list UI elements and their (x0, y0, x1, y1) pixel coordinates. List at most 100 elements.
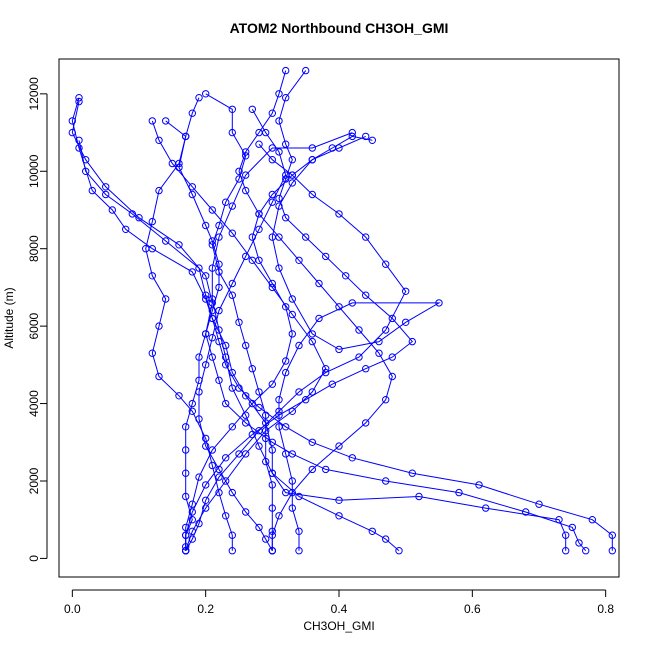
data-point (228, 291, 237, 299)
y-axis-label: Altitude (m) (2, 287, 16, 348)
series-3 (68, 97, 590, 555)
data-point (268, 283, 276, 292)
series-5 (208, 128, 403, 555)
data-point (388, 372, 396, 381)
data-point (255, 128, 263, 137)
data-point (435, 299, 443, 307)
data-point (188, 535, 197, 543)
data-point (82, 167, 90, 176)
data-point (288, 295, 296, 303)
series-line (185, 70, 414, 551)
series-line (271, 135, 441, 551)
series-line (71, 101, 587, 552)
series-7 (268, 132, 443, 555)
data-point (355, 353, 363, 361)
y-tick-label: 4000 (27, 390, 41, 417)
data-point (262, 427, 270, 435)
data-point (215, 260, 223, 268)
data-point (482, 504, 490, 512)
data-point (175, 241, 183, 249)
data-point (215, 233, 223, 241)
data-point (362, 291, 370, 299)
data-point (568, 523, 576, 532)
data-point (215, 283, 223, 292)
data-point (295, 341, 303, 350)
data-point (262, 434, 270, 443)
x-tick-label: 0.4 (331, 602, 348, 616)
series-12 (182, 66, 416, 555)
data-point (295, 492, 303, 501)
data-point (248, 256, 257, 264)
data-point (308, 465, 316, 474)
data-point (562, 547, 570, 555)
data-point (248, 365, 257, 373)
data-point (382, 477, 390, 485)
data-point (382, 535, 390, 543)
series-line (71, 97, 567, 551)
series-9 (182, 132, 376, 551)
y-tick-label: 6000 (27, 312, 41, 339)
x-axis-label: CH3OH_GMI (303, 619, 374, 633)
data-point (308, 190, 316, 199)
data-point (175, 392, 183, 400)
data-point (228, 423, 237, 431)
data-point (308, 144, 316, 152)
data-point (228, 384, 237, 392)
data-point (215, 376, 223, 384)
data-point (242, 450, 250, 458)
data-point (355, 326, 363, 334)
data-point (335, 496, 343, 504)
data-point (88, 186, 97, 195)
data-point (188, 190, 197, 199)
data-point (255, 388, 263, 396)
data-point (342, 272, 350, 280)
series-line (198, 109, 287, 551)
data-point (315, 314, 323, 323)
data-point (75, 94, 83, 102)
data-point (182, 492, 190, 501)
data-point (282, 303, 290, 311)
data-point (255, 442, 263, 450)
data-point (275, 117, 283, 125)
series-13 (235, 66, 396, 555)
data-point (75, 97, 83, 106)
data-point (188, 268, 197, 276)
data-point (202, 361, 210, 369)
data-point (202, 481, 210, 489)
data-point (155, 372, 163, 381)
data-point (275, 194, 283, 203)
data-point (222, 198, 230, 206)
data-point (182, 132, 190, 141)
data-point (562, 531, 570, 539)
data-point (148, 272, 157, 280)
data-point (215, 221, 223, 230)
data-point (155, 136, 163, 145)
data-point (188, 500, 197, 508)
data-point (275, 264, 283, 272)
data-point (102, 183, 110, 191)
data-point (275, 148, 283, 156)
data-point (202, 291, 210, 299)
data-point (75, 136, 83, 145)
data-point (408, 469, 416, 477)
data-point (182, 547, 190, 555)
data-point (242, 171, 250, 179)
data-point (222, 353, 230, 361)
data-point (182, 523, 190, 532)
data-point (255, 210, 263, 218)
x-tick-label: 0.6 (464, 602, 481, 616)
data-point (202, 496, 210, 504)
data-point (195, 264, 203, 272)
data-point (215, 306, 223, 315)
data-point (288, 330, 296, 338)
data-point (195, 94, 203, 102)
data-point (588, 516, 596, 524)
data-point (228, 531, 237, 539)
series-line (238, 70, 393, 551)
data-point (242, 341, 250, 350)
data-point (148, 349, 157, 357)
data-point (162, 295, 170, 303)
data-point (275, 411, 283, 419)
